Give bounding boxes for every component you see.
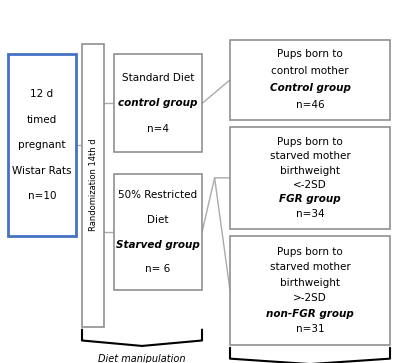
Text: 50% Restricted: 50% Restricted xyxy=(118,190,198,200)
FancyBboxPatch shape xyxy=(114,54,202,152)
Text: Wistar Rats: Wistar Rats xyxy=(12,166,72,176)
Text: Control group: Control group xyxy=(270,83,350,93)
FancyBboxPatch shape xyxy=(8,54,76,236)
FancyBboxPatch shape xyxy=(114,174,202,290)
Text: starved mother: starved mother xyxy=(270,262,350,272)
Text: n=46: n=46 xyxy=(296,100,324,110)
Text: n=34: n=34 xyxy=(296,209,324,219)
Text: FGR group: FGR group xyxy=(279,195,341,204)
Text: Diet manipulation
during pregnancy (7 d): Diet manipulation during pregnancy (7 d) xyxy=(86,354,198,363)
Text: Randomization 14th d: Randomization 14th d xyxy=(88,139,98,232)
FancyBboxPatch shape xyxy=(82,44,104,327)
Text: Starved group: Starved group xyxy=(116,240,200,250)
Text: n= 6: n= 6 xyxy=(145,264,171,274)
Text: n=10: n=10 xyxy=(28,191,56,201)
Text: Diet: Diet xyxy=(147,215,169,225)
FancyBboxPatch shape xyxy=(230,236,390,345)
Text: non-FGR group: non-FGR group xyxy=(266,309,354,319)
Text: pregnant: pregnant xyxy=(18,140,66,150)
Text: starved mother: starved mother xyxy=(270,151,350,161)
Text: n=31: n=31 xyxy=(296,324,324,334)
Text: timed: timed xyxy=(27,115,57,125)
Text: n=4: n=4 xyxy=(147,124,169,134)
Text: birthweight: birthweight xyxy=(280,166,340,176)
Text: Standard Diet: Standard Diet xyxy=(122,73,194,83)
FancyBboxPatch shape xyxy=(230,127,390,229)
Text: <-2SD: <-2SD xyxy=(293,180,327,190)
Text: birthweight: birthweight xyxy=(280,278,340,288)
Text: >-2SD: >-2SD xyxy=(293,293,327,303)
Text: control mother: control mother xyxy=(271,66,349,76)
Text: Pups born to: Pups born to xyxy=(277,49,343,60)
Text: control group: control group xyxy=(118,98,198,109)
FancyBboxPatch shape xyxy=(230,40,390,120)
Text: Pups born to: Pups born to xyxy=(277,247,343,257)
Text: Pups born to: Pups born to xyxy=(277,137,343,147)
Text: 12 d: 12 d xyxy=(30,89,54,99)
